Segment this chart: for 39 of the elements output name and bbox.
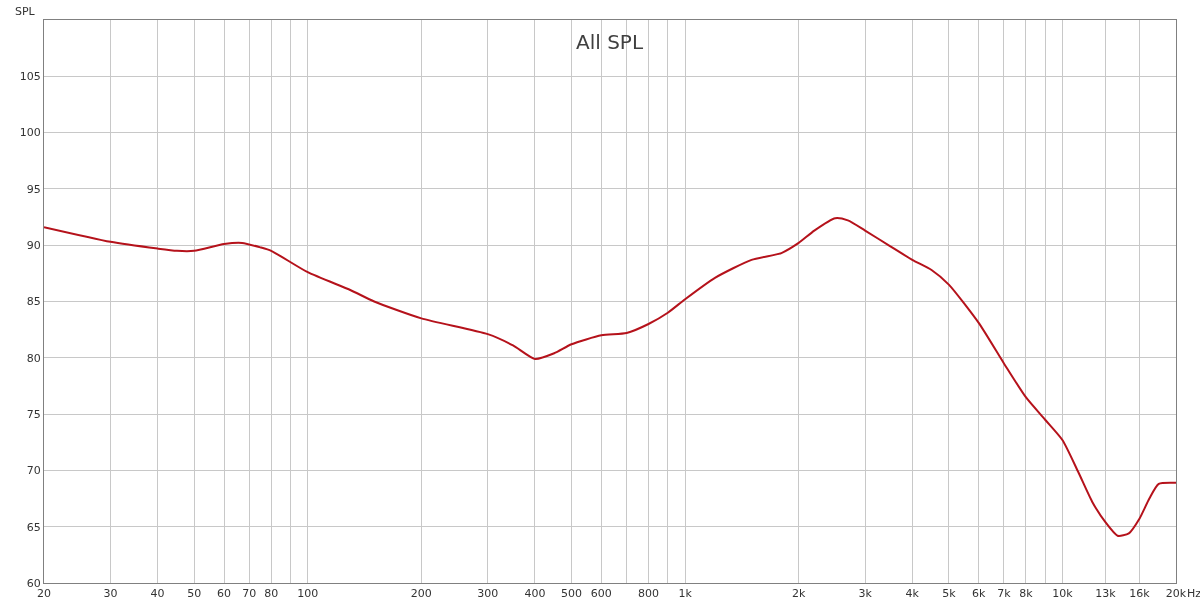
y-tick-label: 80	[26, 351, 41, 365]
x-tick-label: 100	[297, 587, 319, 601]
y-tick-label: 105	[19, 70, 41, 84]
x-tick-label: 300	[477, 587, 499, 601]
text: All SPL	[576, 30, 644, 54]
x-axis-title: Hz	[1187, 587, 1200, 600]
x-tick-label: 200	[410, 587, 432, 601]
x-tick-label: 60	[217, 587, 232, 601]
x-tick-label: 1k	[678, 587, 693, 601]
y-tick-label: 70	[26, 464, 41, 478]
x-tick-label: 400	[524, 587, 546, 601]
x-tick-label: 5k	[942, 587, 957, 601]
y-tick-label: 95	[26, 182, 41, 196]
x-tick-label: 7k	[997, 587, 1012, 601]
x-tick-label: 2k	[791, 587, 806, 601]
x-tick-label: 20k	[1165, 587, 1187, 601]
y-tick-label: 65	[26, 520, 41, 534]
x-tick-label: 500	[560, 587, 582, 601]
x-tick-label: 40	[150, 587, 165, 601]
x-tick-label: 80	[264, 587, 279, 601]
x-tick-label: 20	[37, 587, 51, 601]
y-tick-label: 75	[26, 407, 41, 421]
x-tick-label: 50	[187, 587, 202, 601]
x-tick-label: 16k	[1129, 587, 1151, 601]
x-tick-label: 6k	[972, 587, 987, 601]
y-tick-label: 60	[26, 576, 41, 590]
x-tick-label: 10k	[1052, 587, 1074, 601]
x-tick-label: 8k	[1019, 587, 1034, 601]
y-tick-label: 85	[26, 295, 41, 309]
x-tick-label: 70	[242, 587, 257, 601]
x-tick-label: 3k	[858, 587, 873, 601]
x-tick-label: 600	[590, 587, 612, 601]
y-axis-title: SPL	[15, 5, 36, 18]
x-tick-label: 30	[103, 587, 118, 601]
x-tick-label: 4k	[905, 587, 920, 601]
y-tick-label: 90	[26, 239, 41, 253]
x-tick-label: 13k	[1095, 587, 1117, 601]
x-tick-label: 800	[638, 587, 660, 601]
y-tick-label: 100	[19, 126, 41, 140]
